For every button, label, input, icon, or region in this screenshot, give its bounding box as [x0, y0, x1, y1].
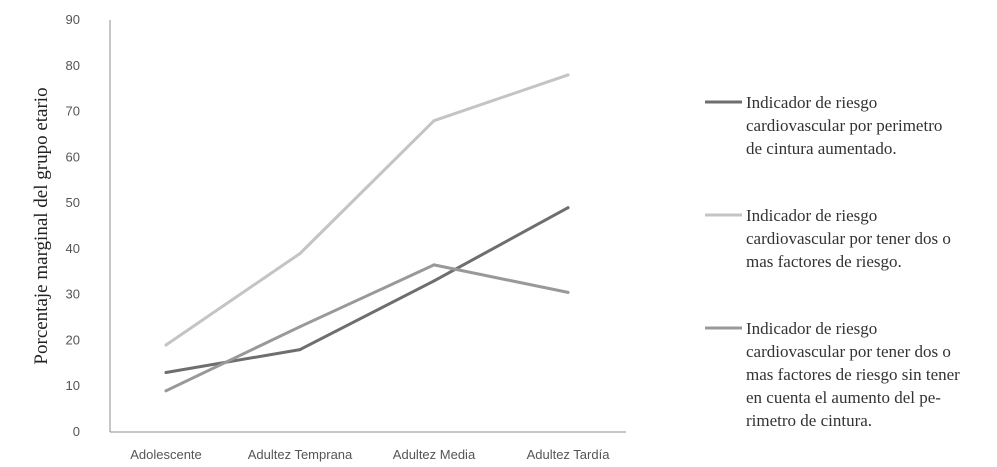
series-3-point — [298, 325, 302, 329]
x-tick-label: Adolescente — [130, 447, 202, 462]
legend-entry-2-text: mas factores de riesgo. — [746, 252, 902, 271]
legend-entry-3-text: mas factores de riesgo sin tener — [746, 365, 960, 384]
series-1-point — [298, 348, 302, 352]
x-tick-label: Adultez Temprana — [248, 447, 353, 462]
y-tick-label: 40 — [66, 241, 80, 256]
series-2-point — [432, 119, 436, 123]
series-1-point — [164, 371, 168, 374]
legend-entry-1-text: de cintura aumentado. — [746, 139, 897, 158]
series-2-point — [566, 73, 570, 77]
legend-entry-1-text: cardiovascular por perimetro — [746, 116, 942, 135]
series-1-point — [566, 206, 570, 210]
series-line-2 — [164, 73, 570, 347]
y-tick-label: 50 — [66, 195, 80, 210]
y-tick-label: 30 — [66, 287, 80, 302]
series-1-point — [432, 279, 436, 283]
y-tick-labels: 0 10 20 30 40 50 60 70 80 90 — [66, 12, 80, 439]
axes — [109, 20, 626, 433]
y-tick-label: 90 — [66, 12, 80, 27]
y-tick-label: 60 — [66, 149, 80, 164]
x-tick-labels: Adolescente Adultez Temprana Adultez Media… — [130, 447, 610, 462]
series-3-point — [432, 263, 436, 267]
legend-entry-3-text: Indicador de riesgo — [746, 319, 877, 338]
legend-entry-2-text: Indicador de riesgo — [746, 206, 877, 225]
series-line-3 — [164, 263, 570, 393]
legend-entry-3-text: cardiovascular por tener dos o — [746, 342, 951, 361]
y-tick-label: 20 — [66, 332, 80, 347]
legend-entry-3-text: en cuenta el aumento del pe- — [746, 388, 941, 407]
series-2-point — [298, 252, 302, 255]
series-3-point — [566, 290, 570, 294]
legend-entry-2-text: cardiovascular por tener dos o — [746, 229, 951, 248]
x-tick-label: Adultez Tardía — [527, 447, 611, 462]
y-tick-label: 80 — [66, 58, 80, 73]
series-lines — [164, 73, 570, 393]
series-2-point — [164, 343, 168, 347]
y-tick-label: 10 — [66, 378, 80, 393]
legend-entry-1-text: Indicador de riesgo — [746, 93, 877, 112]
y-tick-label: 70 — [66, 104, 80, 119]
series-3-point — [164, 389, 168, 393]
legend-entry-3-text: rimetro de cintura. — [746, 411, 872, 430]
x-tick-label: Adultez Media — [393, 447, 476, 462]
series-line-1 — [164, 206, 570, 374]
y-tick-label: 0 — [73, 424, 80, 439]
legend: Indicador de riesgo cardiovascular por pe… — [705, 93, 960, 430]
y-axis-title: Porcentaje marginal del grupo etario — [31, 87, 52, 364]
